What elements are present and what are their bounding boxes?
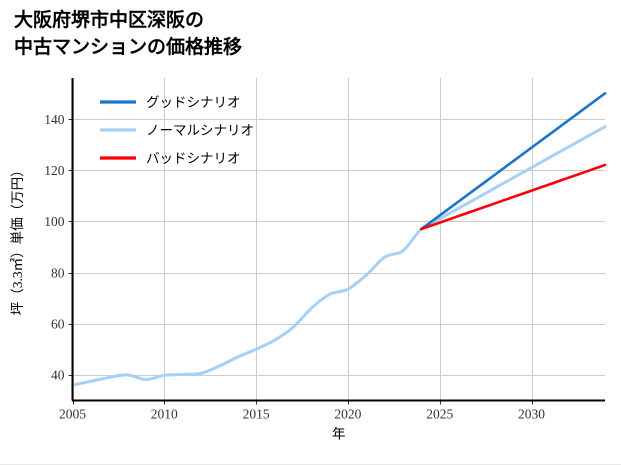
y-tick-label: 100 (44, 214, 65, 229)
series-line-2 (420, 163, 607, 231)
x-tick-label: 2025 (426, 407, 453, 422)
x-axis-title: 年 (332, 427, 346, 442)
legend-label-0: グッドシナリオ (146, 95, 241, 110)
y-tick-label: 120 (44, 163, 65, 178)
axis-labels-group: 40 60 80 100 120 140 2005 2010 2015 2020 2025 2030 年… (10, 112, 545, 442)
chart-title: 大阪府堺市中区深阪の 中古マンションの価格推移 (14, 10, 243, 58)
x-tick-label: 2020 (334, 407, 361, 422)
tickmarks-group (68, 119, 533, 405)
x-tick-label: 2030 (518, 407, 545, 422)
y-axis-title: 坪（3.3㎡）単価（万円） (10, 163, 25, 315)
gridlines-group (72, 78, 605, 401)
series-line-0 (420, 92, 607, 231)
data-series-group (71, 92, 607, 387)
y-tick-label: 40 (51, 368, 65, 383)
y-tick-label: 140 (44, 112, 65, 127)
legend-label-1: ノーマルシナリオ (146, 123, 254, 138)
y-tick-label: 60 (51, 317, 65, 332)
legend-label-2: バッドシナリオ (146, 151, 241, 166)
x-tick-label: 2015 (243, 407, 270, 422)
x-tick-label: 2005 (59, 407, 86, 422)
x-tick-label: 2010 (151, 407, 178, 422)
y-tick-label: 80 (51, 265, 65, 280)
series-line-1 (71, 125, 607, 387)
axis-spines-group (71, 78, 605, 402)
